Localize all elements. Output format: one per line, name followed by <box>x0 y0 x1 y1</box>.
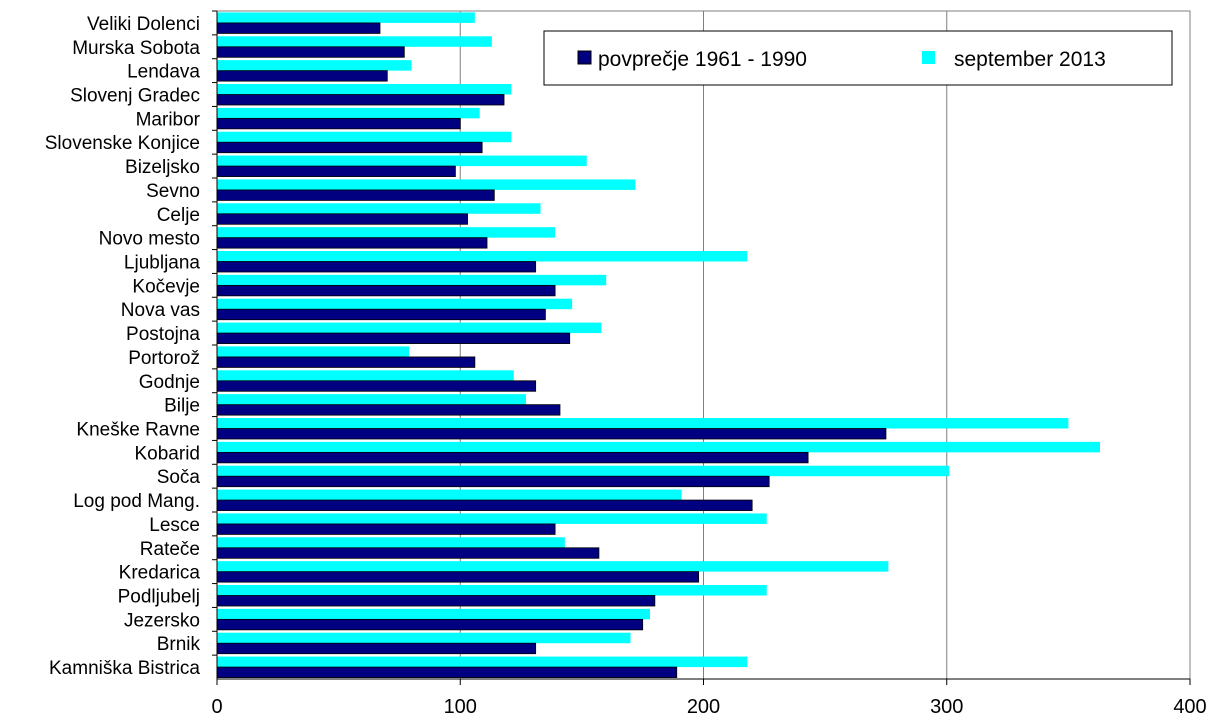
x-tick-label: 400 <box>1173 696 1206 718</box>
category-label: Portorož <box>128 348 200 369</box>
bar-september-2013 <box>217 465 950 477</box>
bar-povprecje-1961-1990 <box>216 22 381 34</box>
y-axis-categories: Veliki Dolenci Murska Sobota Lendava Sloven… <box>45 10 217 679</box>
bar-september-2013 <box>217 179 636 190</box>
category-label: Slovenj Gradec <box>70 86 200 107</box>
category-label: Rateče <box>140 539 200 560</box>
bar-povprecje-1961-1990 <box>216 213 468 225</box>
bar-september-2013 <box>217 12 475 23</box>
category-label: Bilje <box>164 396 200 417</box>
category-label: Podljubelj <box>118 587 200 608</box>
x-tick-label: 100 <box>444 696 477 718</box>
category-label: Kamniška Bistrica <box>49 658 200 679</box>
bar-september-2013 <box>217 537 565 548</box>
bar-september-2013 <box>217 298 573 310</box>
bar-povprecje-1961-1990 <box>216 165 456 177</box>
bar-september-2013 <box>217 155 587 167</box>
legend-box <box>543 30 1173 86</box>
bar-povprecje-1961-1990 <box>216 141 483 154</box>
bar-povprecje-1961-1990 <box>216 666 678 678</box>
bar-povprecje-1961-1990 <box>216 451 809 464</box>
category-label: Nova vas <box>121 300 200 321</box>
category-label: Brnik <box>157 634 201 655</box>
bar-povprecje-1961-1990 <box>216 475 770 488</box>
bar-povprecje-1961-1990 <box>216 404 561 416</box>
bar-povprecje-1961-1990 <box>216 499 753 511</box>
category-label: Sevno <box>146 181 200 202</box>
bar-povprecje-1961-1990 <box>216 618 644 631</box>
legend[interactable]: povprečje 1961 - 1990 september 2013 <box>543 30 1173 86</box>
category-label: Kneške Ravne <box>76 420 200 441</box>
bar-povprecje-1961-1990 <box>216 380 537 392</box>
category-label: Slovenske Konjice <box>45 133 200 154</box>
category-label: Soča <box>157 467 201 488</box>
bar-povprecje-1961-1990 <box>216 117 461 130</box>
bar-september-2013 <box>217 203 541 214</box>
bar-september-2013 <box>217 251 748 262</box>
bar-september-2013 <box>217 107 480 119</box>
category-label: Murska Sobota <box>72 38 200 59</box>
category-label: Novo mesto <box>99 229 200 250</box>
bar-september-2013 <box>217 322 602 334</box>
bar-september-2013 <box>217 418 1069 429</box>
bar-povprecje-1961-1990 <box>216 356 476 368</box>
category-label: Kobarid <box>135 443 201 464</box>
bar-september-2013 <box>217 274 607 286</box>
bar-september-2013 <box>217 131 512 143</box>
category-label: Godnje <box>139 372 200 393</box>
bar-povprecje-1961-1990 <box>216 523 556 535</box>
x-axis-ticks: 0 100 200 300 400 <box>211 679 1207 718</box>
bar-povprecje-1961-1990 <box>216 261 537 273</box>
bar-september-2013 <box>217 585 767 596</box>
bar-september-2013 <box>217 346 410 357</box>
bar-september-2013 <box>217 608 650 620</box>
bar-povprecje-1961-1990 <box>216 284 556 297</box>
category-label: Log pod Mang. <box>73 491 200 512</box>
bar-povprecje-1961-1990 <box>216 308 546 321</box>
legend-label-sep2013: september 2013 <box>954 48 1106 71</box>
category-label: Celje <box>157 205 200 226</box>
bar-povprecje-1961-1990 <box>216 547 600 559</box>
legend-swatch-sep2013 <box>922 51 935 64</box>
bar-povprecje-1961-1990 <box>216 189 495 201</box>
x-tick-label: 0 <box>211 696 222 718</box>
category-label: Maribor <box>136 109 201 130</box>
bar-povprecje-1961-1990 <box>216 70 388 82</box>
bar-september-2013 <box>217 60 412 71</box>
category-label: Postojna <box>126 324 200 345</box>
legend-label-avg: povprečje 1961 - 1990 <box>598 48 807 71</box>
bar-september-2013 <box>217 632 631 644</box>
category-label: Veliki Dolenci <box>87 14 200 35</box>
category-label: Kočevje <box>132 276 200 297</box>
bar-september-2013 <box>217 370 514 381</box>
bar-september-2013 <box>217 489 682 501</box>
category-label: Ljubljana <box>124 253 200 274</box>
bar-povprecje-1961-1990 <box>216 237 488 249</box>
x-tick-label: 300 <box>930 696 963 718</box>
legend-swatch-avg <box>577 50 592 65</box>
category-label: Kredarica <box>119 563 201 584</box>
bar-september-2013 <box>217 227 556 238</box>
category-label: Bizeljsko <box>125 157 200 178</box>
bar-povprecje-1961-1990 <box>216 571 700 583</box>
bar-povprecje-1961-1990 <box>216 332 571 344</box>
bar-september-2013 <box>217 36 492 47</box>
bar-september-2013 <box>217 441 1100 453</box>
bar-povprecje-1961-1990 <box>216 642 537 655</box>
bar-povprecje-1961-1990 <box>216 428 887 440</box>
bar-povprecje-1961-1990 <box>216 46 405 58</box>
category-label: Jezersko <box>124 610 200 631</box>
bar-povprecje-1961-1990 <box>216 595 656 607</box>
bar-povprecje-1961-1990 <box>216 94 505 106</box>
bar-september-2013 <box>217 513 767 524</box>
category-label: Lesce <box>149 515 200 536</box>
bars <box>216 12 1100 678</box>
bar-september-2013 <box>217 656 748 668</box>
bar-september-2013 <box>217 561 889 572</box>
category-label: Lendava <box>127 62 200 83</box>
x-tick-label: 200 <box>687 696 720 718</box>
bar-september-2013 <box>217 84 512 95</box>
bar-september-2013 <box>217 394 526 405</box>
